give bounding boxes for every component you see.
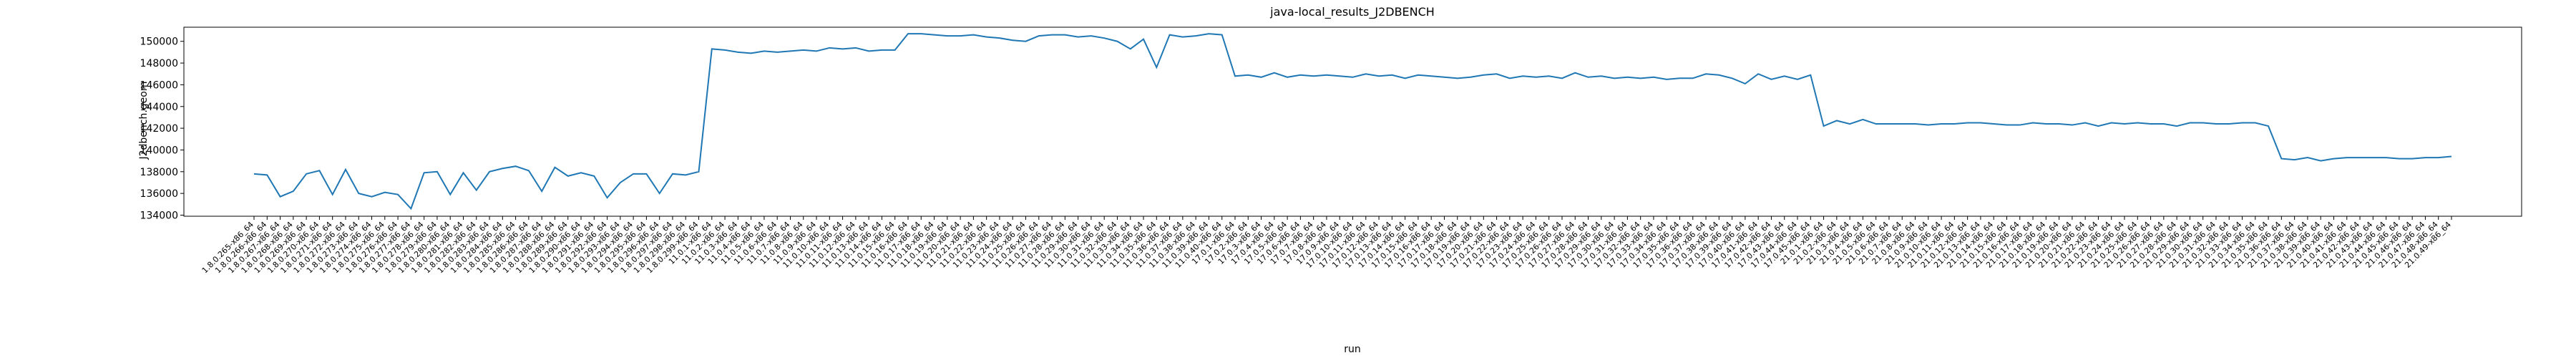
y-tick-label: 148000 [140,58,178,69]
y-tick-label: 134000 [140,210,178,221]
plot-frame [183,26,2522,217]
line [253,33,2452,211]
y-axis-label: J2dbench.geom [138,81,150,160]
y-tick-label: 150000 [140,37,178,48]
y-tick-label: 142000 [140,123,178,135]
y-tick-label: 140000 [140,145,178,156]
x-axis-label: run [1344,344,1361,355]
y-tick-label: 138000 [140,167,178,178]
y-tick-label: 146000 [140,79,178,91]
y-tick-label: 136000 [140,188,178,200]
y-tick-label: 144000 [140,102,178,113]
chart-title: java-local_results_J2DBENCH [1269,5,1435,19]
